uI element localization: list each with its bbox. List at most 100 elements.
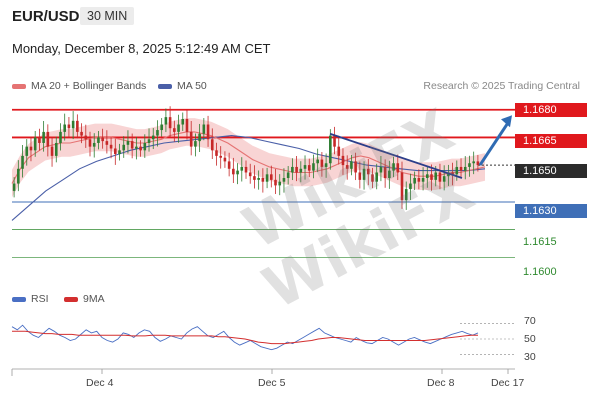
candle-body — [333, 135, 336, 147]
level-label-1.1650: 1.1650 — [515, 164, 587, 178]
candle-body — [383, 166, 387, 179]
candle-body — [274, 179, 277, 186]
candle-body — [354, 161, 357, 173]
candle-body — [71, 120, 75, 129]
candle-body — [362, 168, 366, 180]
candle-body — [33, 137, 37, 151]
candle-body — [425, 174, 429, 179]
candle-body — [236, 170, 239, 175]
candle-body — [375, 172, 379, 182]
candle-body — [223, 157, 227, 162]
ma20-swatch — [12, 83, 26, 89]
candle-body — [202, 124, 206, 134]
candle-body — [286, 172, 290, 179]
ma50-line — [11, 135, 486, 221]
candle-body — [198, 133, 201, 142]
candle-body — [105, 141, 109, 145]
candle-body — [210, 139, 214, 151]
candle-body — [253, 176, 256, 180]
candle-body — [278, 181, 282, 186]
candle-body — [240, 166, 244, 171]
candle-body — [265, 174, 269, 182]
trendline — [329, 132, 463, 179]
legend-ma20: MA 20 + Bollinger Bands — [12, 80, 146, 92]
legend-rsi: RSI — [12, 293, 49, 305]
rsi-tick-30: 30 — [524, 351, 536, 363]
candle-body — [173, 128, 176, 132]
level-label-1.1680: 1.1680 — [515, 103, 587, 117]
candle-body — [320, 159, 324, 167]
candle-body — [337, 146, 341, 156]
projection-arrow-head — [501, 115, 512, 128]
candle-body — [307, 165, 311, 171]
timeframe-badge[interactable]: 30 MIN — [80, 7, 135, 25]
candle-body — [194, 141, 197, 147]
candle-body — [29, 146, 33, 151]
candle-body — [147, 139, 151, 143]
candle-body — [88, 139, 92, 147]
candle-body — [455, 166, 459, 175]
candle-body — [215, 150, 218, 156]
ma9-label: 9MA — [83, 293, 105, 305]
candle-body — [392, 163, 395, 171]
x-tick-dec4: Dec 4 — [86, 377, 114, 389]
candle-body — [417, 178, 421, 182]
candle-body — [442, 176, 446, 182]
research-credit: Research © 2025 Trading Central — [423, 80, 580, 92]
chart-datetime: Monday, December 8, 2025 5:12:49 AM CET — [12, 41, 271, 56]
candle-body — [113, 148, 117, 155]
level-label-1.1615: 1.1615 — [523, 236, 557, 248]
candle-body — [413, 178, 416, 184]
candle-body — [76, 120, 79, 132]
candle-body — [329, 135, 332, 164]
candle-body — [80, 131, 83, 136]
candle-body — [366, 168, 370, 175]
candle-body — [350, 161, 353, 169]
candle-body — [50, 146, 54, 156]
level-label-1.1600: 1.1600 — [523, 266, 557, 278]
candle-body — [189, 131, 193, 147]
candle-body — [295, 166, 298, 173]
legend-ma9: 9MA — [64, 293, 105, 305]
candle-body — [84, 135, 88, 140]
candle-body — [139, 146, 142, 151]
candle-body — [17, 168, 20, 184]
candle-body — [476, 161, 480, 166]
candle-body — [463, 166, 467, 171]
candle-body — [404, 189, 408, 201]
candle-body — [459, 166, 463, 171]
candle-body — [126, 141, 130, 145]
candle-body — [396, 163, 400, 173]
candle-body — [118, 150, 121, 155]
ma50-swatch — [158, 83, 172, 89]
rsi-label: RSI — [31, 293, 49, 305]
level-label-1.1630: 1.1630 — [515, 204, 587, 218]
candle-body — [38, 137, 41, 143]
candle-body — [59, 131, 62, 143]
rsi-swatch — [12, 296, 26, 302]
candle-body — [67, 124, 71, 129]
candle-body — [185, 118, 189, 132]
candle-body — [303, 165, 307, 169]
candle-body — [282, 178, 286, 182]
candle-body — [168, 117, 172, 129]
rsi-line — [11, 324, 479, 351]
candle-body — [248, 172, 252, 177]
candle-body — [12, 183, 16, 191]
candle-body — [257, 178, 260, 180]
candle-body — [164, 117, 168, 125]
candle-body — [388, 170, 391, 179]
projection-arrow-line — [478, 120, 511, 166]
candle-body — [21, 155, 24, 169]
candle-body — [345, 165, 349, 169]
candle-body — [341, 155, 345, 166]
candle-body — [54, 142, 58, 156]
candle-body — [177, 124, 180, 132]
level-label-1.1665: 1.1665 — [515, 134, 587, 148]
candle-body — [379, 166, 383, 173]
candle-body — [451, 172, 454, 175]
candle-body — [181, 118, 185, 125]
ma50-label: MA 50 — [177, 80, 207, 92]
candle-body — [135, 146, 138, 149]
candle-body — [438, 172, 442, 182]
